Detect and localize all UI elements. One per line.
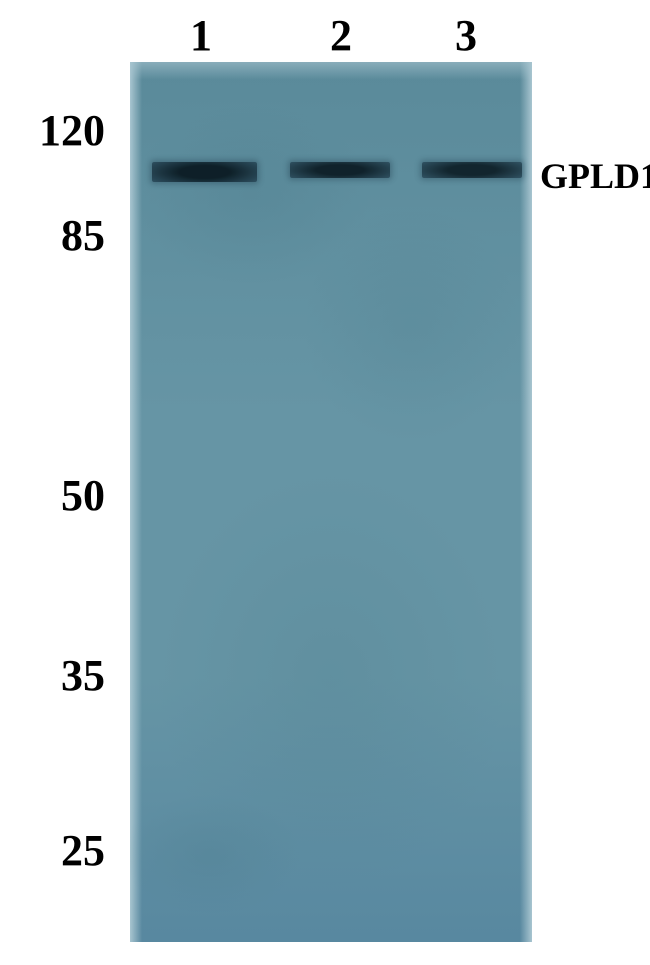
band-lane-3 [422, 162, 522, 178]
mw-marker-25: 25 [30, 825, 105, 876]
band-lane-1 [152, 162, 257, 182]
mw-marker-85: 85 [30, 210, 105, 261]
lane-label-1: 1 [190, 10, 212, 61]
western-blot-figure: 1 2 3 120 85 50 35 25 GPLD1 [0, 0, 650, 965]
mw-marker-35: 35 [30, 650, 105, 701]
mw-marker-50: 50 [30, 470, 105, 521]
blot-membrane [130, 62, 532, 942]
blot-background [130, 62, 532, 942]
lane-label-2: 2 [330, 10, 352, 61]
band-lane-2 [290, 162, 390, 178]
lane-label-3: 3 [455, 10, 477, 61]
protein-label: GPLD1 [540, 155, 650, 197]
mw-marker-120: 120 [10, 105, 105, 156]
